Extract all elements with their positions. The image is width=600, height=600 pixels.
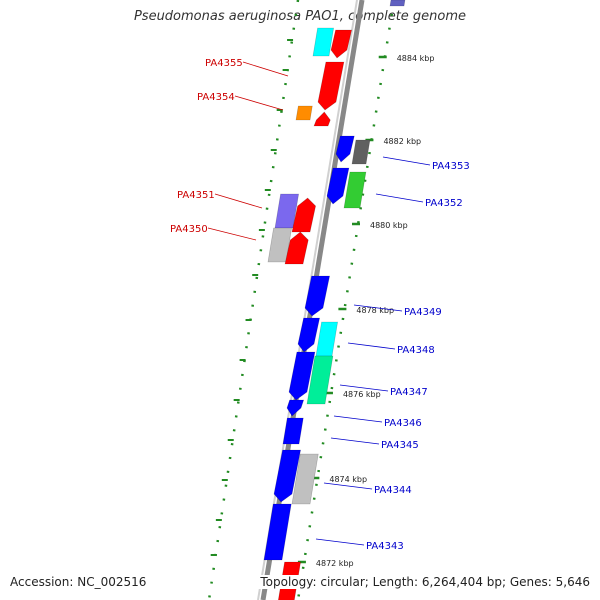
gene-block-top-right[interactable] (389, 0, 406, 7)
scale-label: 4876 kbp (343, 390, 381, 399)
leader-line (339, 384, 389, 392)
leader-line (234, 95, 284, 111)
scale-label: 4880 kbp (370, 221, 408, 230)
leader-line (207, 227, 257, 241)
leader-line (315, 538, 365, 546)
gene-block-cyan-top[interactable] (312, 27, 334, 57)
leader-line (382, 156, 431, 166)
gene-label[interactable]: PA4355 (205, 58, 243, 69)
accession-text: Accession: NC_002516 (8, 575, 149, 589)
gene-block-pa4343[interactable] (263, 503, 292, 561)
gene-block-pa4352b[interactable] (343, 171, 367, 209)
gene-block-pa4348b[interactable] (315, 321, 338, 357)
gene-block-pa4355[interactable] (317, 61, 345, 111)
genome-summary-text: Topology: circular; Length: 6,264,404 bp… (258, 575, 592, 589)
scale-label: 4874 kbp (329, 475, 367, 484)
gene-label[interactable]: PA4353 (432, 161, 470, 172)
gene-label[interactable]: PA4352 (425, 198, 463, 209)
scale-label: 4884 kbp (397, 54, 435, 63)
gene-block-pa4352[interactable] (326, 167, 350, 205)
gene-block-red-top[interactable] (330, 29, 352, 59)
gene-block-pa4348[interactable] (297, 317, 320, 353)
gene-block-pa4347b[interactable] (306, 355, 334, 405)
leader-line (214, 193, 263, 209)
scale-label: 4878 kbp (356, 306, 394, 315)
leader-line (242, 61, 289, 77)
scale-label: 4872 kbp (316, 559, 354, 568)
gene-block-pa4354b[interactable] (313, 111, 331, 127)
gene-block-pa4347[interactable] (288, 351, 316, 401)
gene-block-pa4353b[interactable] (351, 139, 371, 165)
leader-line (353, 304, 403, 312)
gene-block-pa4344b[interactable] (291, 453, 319, 505)
leader-line (347, 342, 396, 350)
gene-block-pa4345[interactable] (282, 417, 304, 445)
gene-label[interactable]: PA4350 (170, 224, 208, 235)
gene-block-pa4346[interactable] (286, 399, 305, 417)
gene-label[interactable]: PA4354 (197, 92, 235, 103)
leader-line (375, 193, 424, 203)
leader-line (333, 415, 383, 423)
gene-block-pa4350[interactable] (284, 231, 309, 265)
leader-line (330, 437, 380, 445)
gene-block-pa4353[interactable] (335, 135, 355, 163)
gene-label[interactable]: PA4347 (390, 387, 428, 398)
leader-line (323, 482, 373, 490)
gene-block-pa4349[interactable] (304, 275, 330, 317)
gene-label[interactable]: PA4346 (384, 418, 422, 429)
left-dotted-ring (207, 0, 300, 600)
gene-label[interactable]: PA4344 (374, 485, 412, 496)
scale-label: 4882 kbp (383, 137, 421, 146)
gene-label[interactable]: PA4349 (404, 307, 442, 318)
gene-block-pa4351[interactable] (291, 197, 316, 233)
gene-label[interactable]: PA4345 (381, 440, 419, 451)
gene-label[interactable]: PA4343 (366, 541, 404, 552)
map-title: Pseudomonas aeruginosa PAO1, complete ge… (133, 9, 467, 24)
gene-label[interactable]: PA4351 (177, 190, 215, 201)
gene-block-pa4344[interactable] (273, 449, 301, 503)
gene-label[interactable]: PA4348 (397, 345, 435, 356)
gene-block-pa4354[interactable] (295, 105, 313, 121)
